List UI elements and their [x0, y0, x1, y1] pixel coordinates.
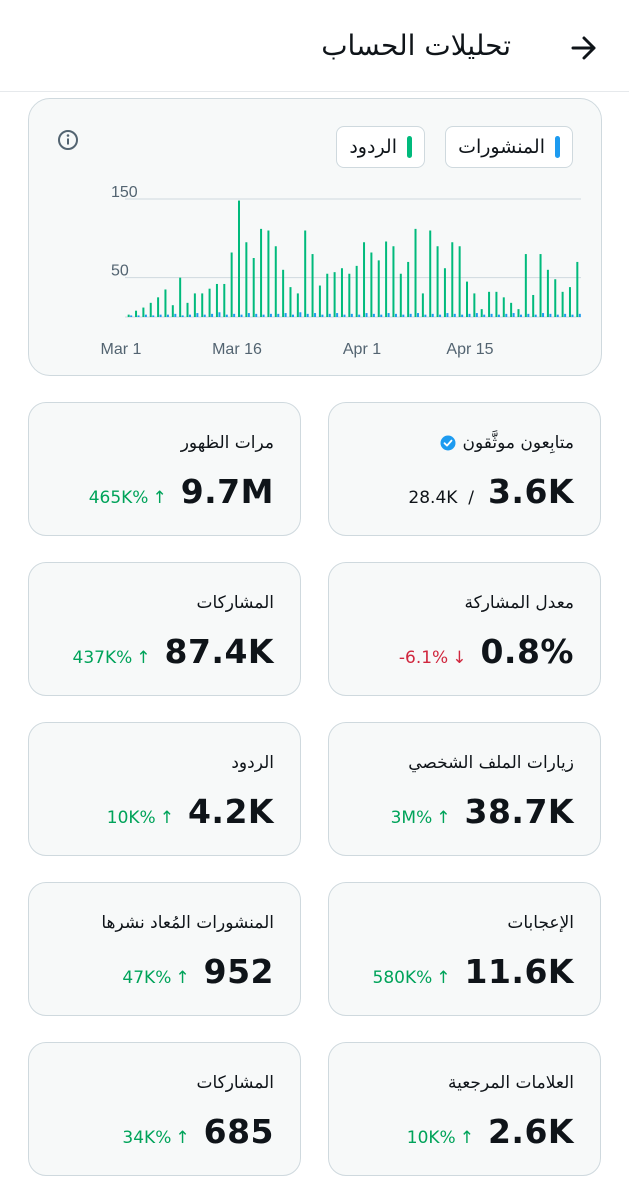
- stat-change: 34K% ↑: [122, 1128, 189, 1148]
- stat-row: 465K% ↑ 9.7M: [89, 472, 274, 511]
- stat-change: 437K% ↑: [73, 648, 151, 668]
- x-tick-label: Mar 16: [212, 341, 262, 358]
- legend-posts[interactable]: المنشورات: [445, 126, 573, 168]
- x-tick-label: Apr 15: [446, 341, 493, 358]
- stat-title: متابِعون موثَّقون: [440, 433, 574, 453]
- stat-change: 3M% ↑: [391, 808, 451, 828]
- change-value: -6.1%: [398, 648, 449, 668]
- stat-row: 580K% ↑ 11.6K: [373, 952, 575, 991]
- arrow-right-icon: [571, 36, 596, 60]
- change-value: 3M%: [390, 808, 433, 828]
- arrow-up-icon: ↑: [175, 1128, 190, 1148]
- x-tick-label: Mar 1: [101, 341, 142, 358]
- change-value: 34K%: [122, 1128, 172, 1148]
- stat-row: 47K% ↑ 952: [122, 952, 274, 991]
- arrow-up-icon: ↑: [152, 488, 167, 508]
- stat-card-replies[interactable]: الردود 10K% ↑ 4.2K: [28, 722, 301, 856]
- stat-value: 0.8%: [480, 632, 574, 671]
- arrow-down-icon: ↓: [452, 648, 467, 668]
- stat-secondary: 28.4K /: [408, 488, 474, 508]
- x-tick-label: Apr 1: [343, 341, 381, 358]
- stat-value: 3.6K: [487, 472, 574, 511]
- stat-change: 10K% ↑: [407, 1128, 474, 1148]
- stat-value: 2.6K: [487, 1112, 574, 1151]
- stat-row: 3M% ↑ 38.7K: [391, 792, 574, 831]
- stat-value: 685: [203, 1112, 274, 1151]
- stat-title: معدل المشاركة: [464, 593, 574, 613]
- legend-posts-label: المنشورات: [458, 136, 545, 158]
- stat-row: 34K% ↑ 685: [122, 1112, 274, 1151]
- stat-value: 9.7M: [180, 472, 274, 511]
- change-value: 465K%: [88, 488, 149, 508]
- arrow-up-icon: ↑: [436, 808, 451, 828]
- legend-replies[interactable]: الردود: [336, 126, 425, 168]
- stat-row: 437K% ↑ 87.4K: [73, 632, 275, 671]
- back-button[interactable]: [562, 26, 606, 70]
- y-tick-label: 150: [111, 184, 138, 201]
- stat-title: المشاركات: [196, 593, 274, 613]
- change-value: 10K%: [406, 1128, 456, 1148]
- stat-card-profile-visits[interactable]: زيارات الملف الشخصي 3M% ↑ 38.7K: [328, 722, 601, 856]
- stat-card-verified-followers[interactable]: متابِعون موثَّقون 28.4K / 3.6K: [328, 402, 601, 536]
- legend-replies-swatch: [407, 136, 412, 158]
- stat-value: 4.2K: [187, 792, 274, 831]
- stat-title: مرات الظهور: [180, 433, 274, 453]
- stat-row: 10K% ↑ 2.6K: [407, 1112, 574, 1151]
- arrow-up-icon: ↑: [436, 968, 451, 988]
- stat-row: 28.4K / 3.6K: [408, 472, 574, 511]
- stat-title: المنشورات المُعاد نشرها: [101, 913, 274, 933]
- legend-posts-swatch: [555, 136, 560, 158]
- stat-row: -6.1% ↓ 0.8%: [399, 632, 574, 671]
- change-value: 10K%: [106, 808, 156, 828]
- change-value: 437K%: [72, 648, 133, 668]
- stat-card-likes[interactable]: الإعجابات 580K% ↑ 11.6K: [328, 882, 601, 1016]
- stat-change: 465K% ↑: [89, 488, 167, 508]
- stat-title: زيارات الملف الشخصي: [408, 753, 574, 773]
- stat-card-shares[interactable]: المشاركات 34K% ↑ 685: [28, 1042, 301, 1176]
- stat-title: العلامات المرجعية: [447, 1073, 574, 1093]
- arrow-up-icon: ↑: [175, 968, 190, 988]
- y-tick-label: 50: [111, 263, 129, 280]
- verified-badge-icon: [440, 435, 456, 451]
- stat-change: 10K% ↑: [107, 808, 174, 828]
- stat-value: 11.6K: [464, 952, 574, 991]
- arrow-up-icon: ↑: [159, 808, 174, 828]
- arrow-up-icon: ↑: [459, 1128, 474, 1148]
- change-value: 580K%: [372, 968, 433, 988]
- stat-card-reposts[interactable]: المنشورات المُعاد نشرها 47K% ↑ 952: [28, 882, 301, 1016]
- stat-card-engagement-rate[interactable]: معدل المشاركة -6.1% ↓ 0.8%: [328, 562, 601, 696]
- change-value: 47K%: [122, 968, 172, 988]
- stat-title: المشاركات: [196, 1073, 274, 1093]
- info-icon[interactable]: [57, 129, 79, 151]
- stat-card-bookmarks[interactable]: العلامات المرجعية 10K% ↑ 2.6K: [328, 1042, 601, 1176]
- stat-title: الردود: [231, 753, 274, 773]
- legend-replies-label: الردود: [349, 136, 397, 158]
- stat-card-impressions[interactable]: مرات الظهور 465K% ↑ 9.7M: [28, 402, 301, 536]
- stat-value: 87.4K: [164, 632, 274, 671]
- chart-card: المنشورات الردود 150 50 Mar 1 Mar 16 Apr 1 Ap…: [28, 98, 602, 376]
- secondary-value: 28.4K: [408, 488, 458, 508]
- stat-card-engagements[interactable]: المشاركات 437K% ↑ 87.4K: [28, 562, 301, 696]
- arrow-up-icon: ↑: [136, 648, 151, 668]
- stat-row: 10K% ↑ 4.2K: [107, 792, 274, 831]
- bar-chart: 150 50 Mar 1 Mar 16 Apr 1 Apr 15: [101, 184, 581, 358]
- stat-title: الإعجابات: [507, 913, 574, 933]
- top-bar: تحليلات الحساب: [0, 0, 629, 92]
- stat-title-text: متابِعون موثَّقون: [462, 433, 574, 453]
- stat-change: 47K% ↑: [122, 968, 189, 988]
- stat-change: 580K% ↑: [373, 968, 451, 988]
- stat-value: 38.7K: [464, 792, 574, 831]
- page-title: تحليلات الحساب: [321, 29, 511, 62]
- stat-change: -6.1% ↓: [399, 648, 467, 668]
- stat-value: 952: [203, 952, 274, 991]
